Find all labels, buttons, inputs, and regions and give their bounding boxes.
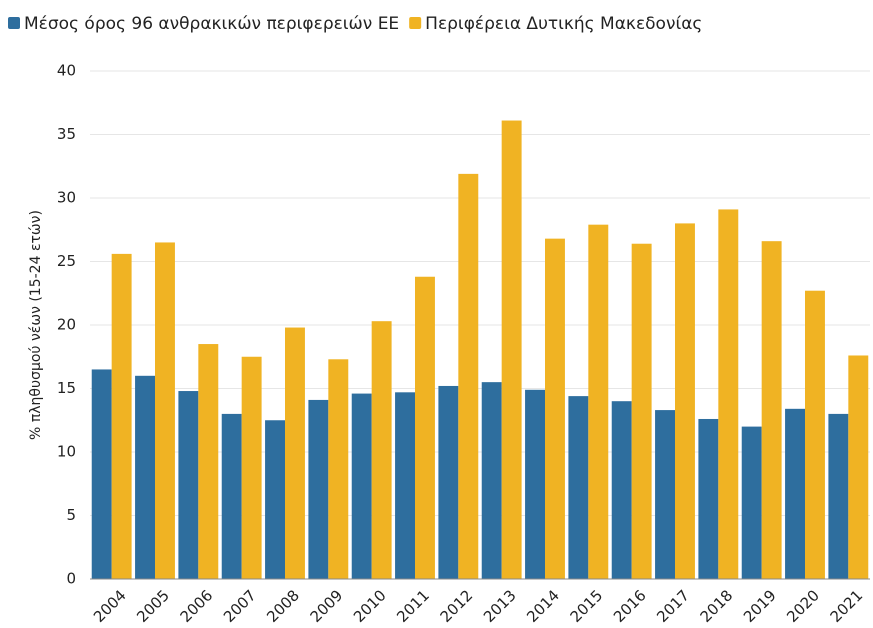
x-tick-label: 2021 <box>827 586 867 626</box>
y-tick-label: 10 <box>57 443 76 461</box>
y-tick-label: 5 <box>66 506 76 524</box>
bar <box>785 408 805 579</box>
bar <box>718 209 739 579</box>
bar <box>761 241 782 579</box>
bar <box>351 393 372 579</box>
bar <box>545 238 565 579</box>
x-tick-label: 2006 <box>177 586 217 626</box>
x-tick-label: 2010 <box>350 586 390 626</box>
legend-label: Μέσος όρος 96 ανθρακικών περιφερειών ΕΕ <box>24 14 399 34</box>
bar <box>675 223 695 579</box>
x-tick-label: 2013 <box>480 586 520 626</box>
y-tick-label: 25 <box>57 252 76 270</box>
bar <box>501 120 522 579</box>
x-tick-label: 2012 <box>437 586 477 626</box>
bar <box>698 418 719 579</box>
bar <box>415 276 435 579</box>
legend-label: Περιφέρεια Δυτικής Μακεδονίας <box>425 14 702 34</box>
x-tick-label: 2009 <box>307 586 347 626</box>
bar <box>285 327 305 579</box>
x-tick-label: 2014 <box>523 586 563 626</box>
bar <box>111 253 132 579</box>
y-tick-label: 20 <box>57 316 76 334</box>
bar <box>395 392 415 579</box>
x-tick-label: 2016 <box>610 586 650 626</box>
bar <box>805 290 825 579</box>
bar <box>135 375 155 579</box>
bar <box>481 382 502 579</box>
bar <box>458 173 479 579</box>
bar <box>655 410 675 579</box>
bar <box>198 344 219 579</box>
bar <box>438 385 459 579</box>
legend-swatch <box>8 17 20 29</box>
bar <box>241 356 262 579</box>
bar <box>828 413 849 579</box>
bar <box>265 420 285 579</box>
y-tick-label: 15 <box>57 379 76 397</box>
bar <box>611 401 632 579</box>
x-tick-label: 2017 <box>653 586 693 626</box>
bar <box>328 359 349 579</box>
x-tick-label: 2004 <box>90 586 130 626</box>
x-tick-label: 2007 <box>220 586 260 626</box>
bar <box>178 391 199 579</box>
x-tick-label: 2005 <box>133 586 173 626</box>
bar <box>525 389 545 579</box>
x-tick-label: 2020 <box>783 586 823 626</box>
x-tick-label: 2011 <box>393 586 433 626</box>
bar <box>308 399 329 579</box>
bar <box>155 242 175 579</box>
bar <box>91 369 112 579</box>
bar <box>631 243 652 579</box>
bar <box>371 321 392 579</box>
bar <box>221 413 242 579</box>
bar <box>848 355 869 579</box>
bar <box>588 224 609 580</box>
x-tick-label: 2018 <box>697 586 737 626</box>
bar <box>568 396 589 579</box>
y-tick-label: 30 <box>57 189 76 207</box>
y-axis-title: % πληθυσμού νέων (15-24 ετών) <box>28 210 44 440</box>
x-tick-label: 2015 <box>567 586 607 626</box>
y-tick-label: 35 <box>57 125 76 143</box>
x-tick-label: 2019 <box>740 586 780 626</box>
legend-swatch <box>409 17 422 29</box>
y-tick-label: 40 <box>57 62 76 80</box>
x-tick-label: 2008 <box>263 586 303 626</box>
y-tick-label: 0 <box>66 570 76 588</box>
bar <box>741 426 762 579</box>
